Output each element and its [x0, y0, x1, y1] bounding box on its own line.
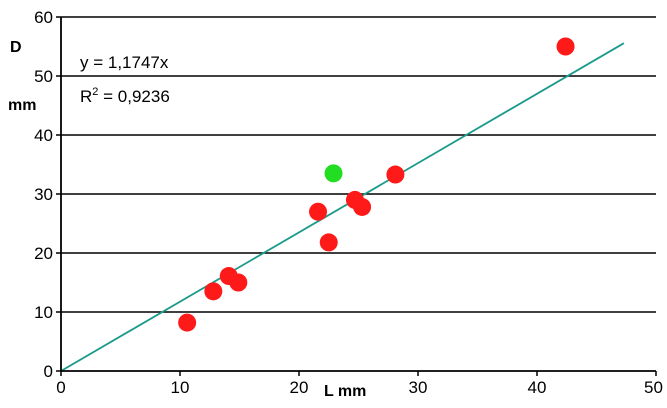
x-tick-label-2: 20 [290, 378, 309, 397]
data-point-s0-1 [204, 282, 223, 301]
tick-labels: 0 10 20 30 40 50 60 0 10 20 30 40 50 [34, 8, 663, 397]
y-tick-label-3: 30 [34, 185, 53, 204]
data-point-s0-3 [229, 273, 248, 292]
x-tick-label-0: 0 [56, 378, 65, 397]
x-tick-label-3: 30 [409, 378, 428, 397]
r2-exponent: 2 [92, 86, 98, 98]
r2-value: = 0,9236 [98, 87, 169, 106]
x-tick-label-1: 10 [171, 378, 190, 397]
y-tick-label-5: 50 [34, 67, 53, 86]
x-axis-label: L mm [324, 383, 366, 400]
r2-prefix: R [80, 87, 92, 106]
y-axis-label-line1: D [10, 39, 22, 56]
y-tick-label-1: 10 [34, 303, 53, 322]
data-point-s0-5 [319, 233, 338, 252]
data-point-s0-0 [178, 313, 197, 332]
trendline-equation: y = 1,1747x [80, 53, 169, 72]
x-tick-label-5: 50 [644, 378, 663, 397]
data-point-s1-0 [324, 164, 343, 183]
y-tick-label-2: 20 [34, 244, 53, 263]
y-tick-label-4: 40 [34, 126, 53, 145]
y-axis-label-line2: mm [8, 97, 36, 114]
data-point-s0-8 [386, 165, 405, 184]
trendline-group [60, 42, 625, 372]
x-tick-label-4: 40 [528, 378, 547, 397]
data-points [178, 37, 575, 332]
trendline [60, 42, 625, 372]
trendline-r-squared: R2 = 0,9236 [80, 86, 170, 106]
data-point-s0-9 [556, 37, 575, 56]
data-point-s0-4 [309, 202, 328, 221]
data-point-s0-7 [353, 197, 372, 216]
y-tick-label-0: 0 [44, 362, 53, 381]
axes [56, 16, 657, 376]
y-tick-label-6: 60 [34, 8, 53, 27]
